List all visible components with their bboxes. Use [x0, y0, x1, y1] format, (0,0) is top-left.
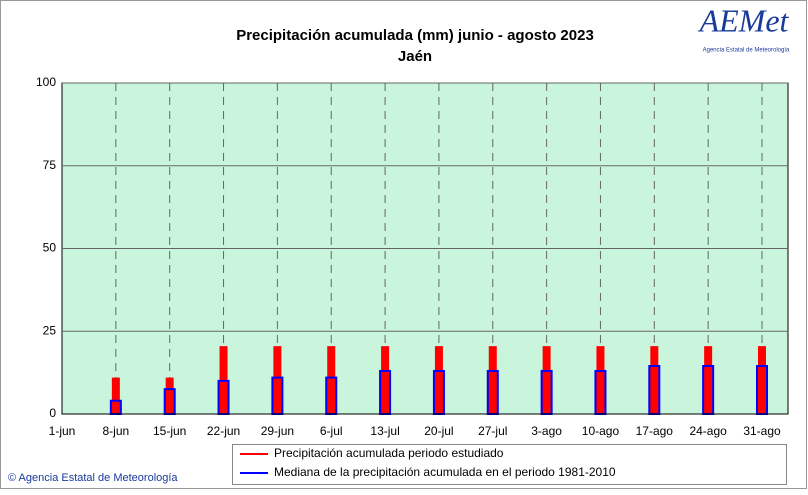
median-bar — [594, 369, 607, 415]
logo: AEMet — [698, 2, 790, 38]
x-tick-label: 17-ago — [636, 424, 674, 438]
x-tick-label: 3-ago — [531, 424, 562, 438]
x-tick-label: 22-jun — [207, 424, 240, 438]
median-bar — [540, 369, 553, 415]
median-bar — [325, 376, 338, 415]
median-bar — [648, 365, 661, 416]
x-tick-label: 15-jun — [153, 424, 186, 438]
legend-label: Precipitación acumulada periodo estudiad… — [274, 446, 504, 460]
chart-subtitle: Jaén — [398, 48, 432, 65]
x-tick-label: 20-jul — [424, 424, 453, 438]
y-tick-label: 50 — [43, 241, 57, 255]
y-tick-label: 75 — [43, 158, 57, 172]
logo-caption: Agencia Estatal de Meteorología — [703, 48, 790, 54]
median-bar — [109, 399, 122, 416]
x-tick-label: 6-jul — [320, 424, 343, 438]
x-tick-label: 31-ago — [743, 424, 781, 438]
median-bar — [486, 369, 499, 415]
x-tick-label: 10-ago — [582, 424, 620, 438]
median-bar — [432, 369, 445, 415]
x-tick-label: 24-ago — [689, 424, 727, 438]
median-bar — [217, 379, 230, 415]
x-tick-label: 27-jul — [478, 424, 507, 438]
x-tick-label: 1-jun — [49, 424, 76, 438]
median-bar — [271, 376, 284, 415]
x-tick-label: 13-jul — [370, 424, 399, 438]
bar — [111, 377, 120, 414]
legend-label: Mediana de la precipitación acumulada en… — [274, 465, 616, 479]
median-bar — [379, 369, 392, 415]
legend — [232, 444, 787, 485]
chart-title: Precipitación acumulada (mm) junio - ago… — [236, 27, 594, 44]
y-tick-label: 25 — [43, 323, 57, 337]
y-tick-label: 100 — [36, 75, 56, 89]
footer: © Agencia Estatal de Meteorología — [8, 472, 178, 484]
y-tick-label: 0 — [49, 406, 56, 420]
x-tick-label: 29-jun — [261, 424, 294, 438]
x-tick-label: 8-jun — [103, 424, 130, 438]
median-bar — [756, 365, 768, 416]
median-bar — [163, 388, 176, 415]
median-bar — [702, 365, 715, 416]
